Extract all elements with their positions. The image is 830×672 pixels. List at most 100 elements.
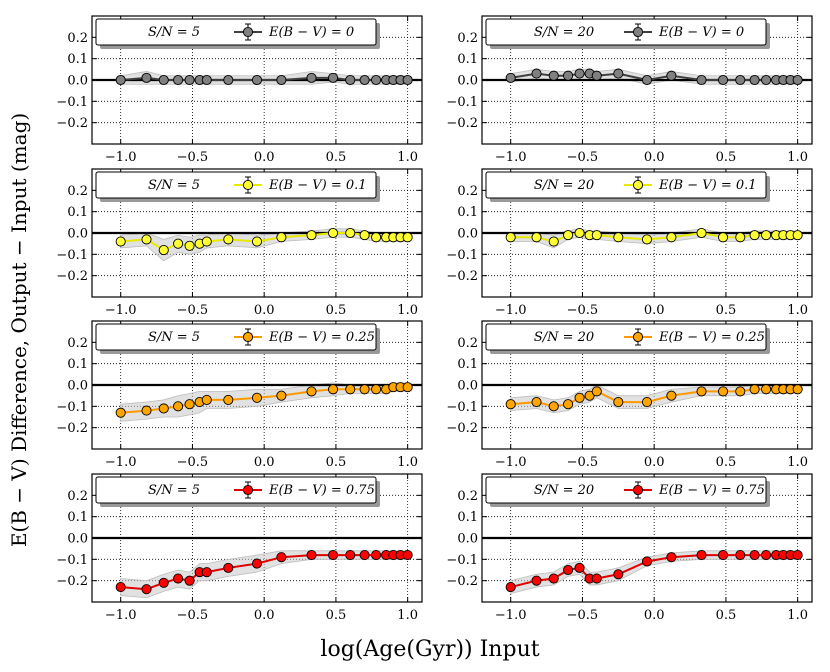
legend-sn-label: S/N = 5 [148, 330, 200, 345]
x-tick-label: 0.0 [644, 608, 665, 623]
data-point [184, 74, 195, 86]
data-point [327, 550, 339, 561]
data-point [158, 577, 169, 588]
x-tick-label: −0.5 [567, 150, 599, 165]
legend-sn-label: S/N = 5 [148, 483, 200, 498]
y-tick-label: 0.0 [67, 74, 88, 89]
data-point [531, 232, 542, 243]
y-tick-label: −0.2 [56, 116, 88, 131]
x-tick-label: −0.5 [177, 608, 209, 623]
data-point [531, 575, 542, 586]
y-tick-label: −0.2 [446, 574, 478, 589]
x-tick-label: −1.0 [105, 608, 137, 623]
x-tick-label: 0.0 [644, 150, 665, 165]
data-point [184, 240, 195, 251]
data-point [792, 550, 803, 561]
x-tick-label: 1.0 [397, 455, 418, 470]
data-point [371, 384, 382, 395]
data-point [696, 550, 707, 561]
data-point [223, 394, 234, 405]
data-point [158, 245, 169, 256]
y-tick-label: −0.1 [56, 400, 88, 415]
data-point [371, 232, 382, 243]
data-point [548, 573, 559, 584]
y-tick-label: 0.2 [67, 489, 88, 504]
x-tick-label: −0.5 [177, 150, 209, 165]
legend-entry-label: E(B − V) = 0.75 [658, 483, 765, 498]
data-point [531, 68, 542, 79]
y-tick-label: 0.0 [457, 532, 478, 547]
legend-marker [632, 331, 644, 343]
data-point [574, 392, 585, 403]
data-point [717, 550, 729, 561]
y-tick-label: 0.2 [67, 31, 88, 46]
x-tick-label: 0.0 [254, 150, 275, 165]
data-point [158, 403, 169, 414]
y-tick-label: 0.1 [67, 52, 88, 67]
data-point [359, 230, 370, 241]
data-point [505, 582, 516, 593]
y-tick-label: 0.2 [457, 31, 478, 46]
legend-marker [242, 179, 254, 191]
y-tick-label: −0.1 [446, 400, 478, 415]
data-point [327, 227, 339, 239]
legend-entry-label: E(B − V) = 0.1 [658, 178, 757, 193]
legend-marker [632, 179, 644, 191]
data-point [306, 230, 317, 241]
x-tick-label: −1.0 [105, 150, 137, 165]
legend-sn-label: S/N = 20 [534, 330, 594, 345]
data-point [115, 407, 126, 418]
y-tick-label: 0.2 [67, 184, 88, 199]
data-point [563, 230, 574, 241]
x-tick-label: 1.0 [787, 150, 808, 165]
x-tick-label: −1.0 [105, 455, 137, 470]
data-point [735, 386, 746, 397]
x-tick-label: −1.0 [495, 150, 527, 165]
data-point [613, 397, 624, 408]
y-tick-label: −0.2 [56, 269, 88, 284]
data-point [201, 567, 212, 578]
y-tick-label: 0.1 [67, 510, 88, 525]
x-tick-label: 0.0 [254, 608, 275, 623]
x-tick-label: 0.5 [326, 455, 347, 470]
legend-entry-label: E(B − V) = 0.25 [658, 330, 765, 345]
x-tick-label: 0.0 [254, 455, 275, 470]
data-point [749, 230, 760, 241]
x-tick-label: 1.0 [787, 608, 808, 623]
data-point [402, 550, 413, 561]
data-point [735, 74, 746, 86]
data-point [641, 234, 653, 245]
data-point [251, 558, 263, 569]
panel-4: −1.0 −0.5 0.0 0.5 1.0 0.2 0.1 0.0 −0.1 −0.2 S/N = … [446, 168, 813, 318]
data-point [613, 68, 624, 79]
data-point [749, 550, 760, 561]
data-point [223, 562, 234, 573]
data-point [184, 399, 195, 410]
x-tick-label: 0.0 [644, 303, 665, 318]
data-point [115, 74, 126, 86]
data-point [548, 401, 559, 412]
data-point [505, 232, 516, 243]
data-point [276, 74, 287, 86]
legend-entry-label: E(B − V) = 0 [658, 25, 744, 40]
data-point [761, 230, 772, 241]
data-point [306, 72, 317, 83]
x-tick-label: 0.5 [326, 150, 347, 165]
y-tick-label: −0.2 [446, 116, 478, 131]
x-tick-label: −0.5 [567, 303, 599, 318]
y-tick-label: −0.1 [446, 248, 478, 263]
data-point [613, 569, 624, 580]
x-tick-label: −1.0 [495, 608, 527, 623]
y-tick-label: −0.2 [56, 421, 88, 436]
data-point [749, 384, 760, 395]
x-tick-label: 1.0 [787, 455, 808, 470]
data-point [173, 238, 184, 249]
data-point [251, 392, 263, 403]
x-tick-label: 0.5 [326, 608, 347, 623]
data-point [201, 74, 212, 86]
data-point [402, 232, 413, 243]
data-point [173, 573, 184, 584]
legend-entry-label: E(B − V) = 0.25 [268, 330, 375, 345]
y-axis-label: E(B − V) Difference, Output − Input (mag… [7, 113, 31, 547]
data-point [591, 70, 602, 81]
